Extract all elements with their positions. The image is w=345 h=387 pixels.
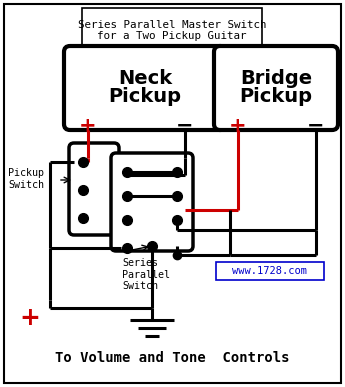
Text: Series
Parallel
Switch: Series Parallel Switch (122, 258, 170, 291)
FancyBboxPatch shape (214, 46, 338, 130)
Text: www.1728.com: www.1728.com (233, 266, 307, 276)
Text: Bridge: Bridge (240, 68, 312, 87)
Text: +: + (229, 116, 247, 136)
FancyBboxPatch shape (64, 46, 226, 130)
FancyBboxPatch shape (69, 143, 119, 235)
Text: Neck: Neck (118, 68, 172, 87)
FancyBboxPatch shape (111, 153, 193, 251)
Text: −: − (307, 116, 325, 136)
Text: +: + (79, 116, 97, 136)
Text: for a Two Pickup Guitar: for a Two Pickup Guitar (97, 31, 247, 41)
Text: Series Parallel Master Switch: Series Parallel Master Switch (78, 20, 266, 30)
Text: Pickup
Switch: Pickup Switch (8, 168, 44, 190)
Bar (82, 8, 262, 46)
Text: Pickup: Pickup (108, 87, 181, 106)
Text: To Volume and Tone  Controls: To Volume and Tone Controls (55, 351, 289, 365)
Text: −: − (176, 116, 194, 136)
Bar (216, 262, 324, 280)
Text: Pickup: Pickup (239, 87, 313, 106)
Text: +: + (20, 306, 40, 330)
